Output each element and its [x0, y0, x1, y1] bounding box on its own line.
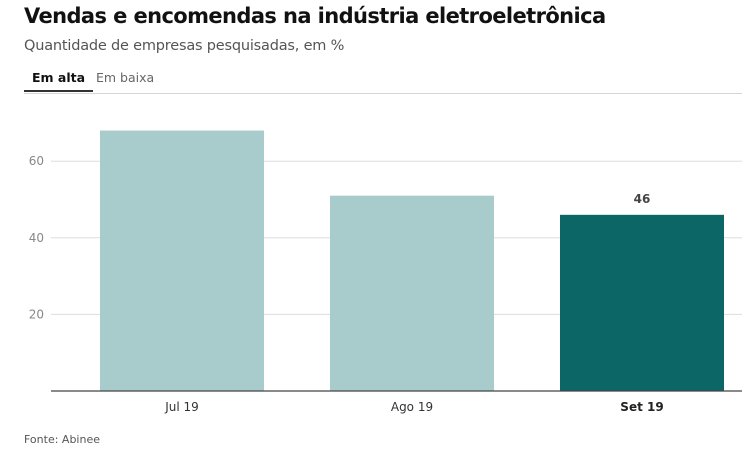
- tab-em-baixa[interactable]: Em baixa: [96, 70, 155, 85]
- source-note: Fonte: Abinee: [24, 433, 100, 446]
- y-tick-label: 40: [29, 231, 44, 245]
- chart-subtitle: Quantidade de empresas pesquisadas, em %: [24, 38, 345, 54]
- x-tick-label: Ago 19: [391, 400, 433, 414]
- chart-title: Vendas e encomendas na indústria eletroe…: [24, 4, 606, 28]
- tab-bar: Em alta Em baixa: [24, 70, 742, 94]
- bar-jul-19: [100, 130, 264, 391]
- tab-em-alta[interactable]: Em alta: [24, 70, 94, 92]
- data-label: 46: [634, 192, 651, 206]
- y-tick-label: 20: [29, 307, 44, 321]
- x-tick-label: Jul 19: [164, 400, 199, 414]
- x-axis-ticks: Jul 19 Ago 19 Set 19: [164, 400, 663, 414]
- y-tick-label: 60: [29, 154, 44, 168]
- bar-chart: 20 40 60 46 Jul 19 Ago 19 Set 19: [29, 130, 742, 414]
- y-axis-ticks: 20 40 60: [29, 154, 44, 321]
- bars: [100, 130, 724, 391]
- data-labels: 46: [634, 192, 651, 206]
- x-tick-label: Set 19: [620, 400, 663, 414]
- bar-set-19: [560, 214, 724, 391]
- bar-ago-19: [330, 195, 494, 391]
